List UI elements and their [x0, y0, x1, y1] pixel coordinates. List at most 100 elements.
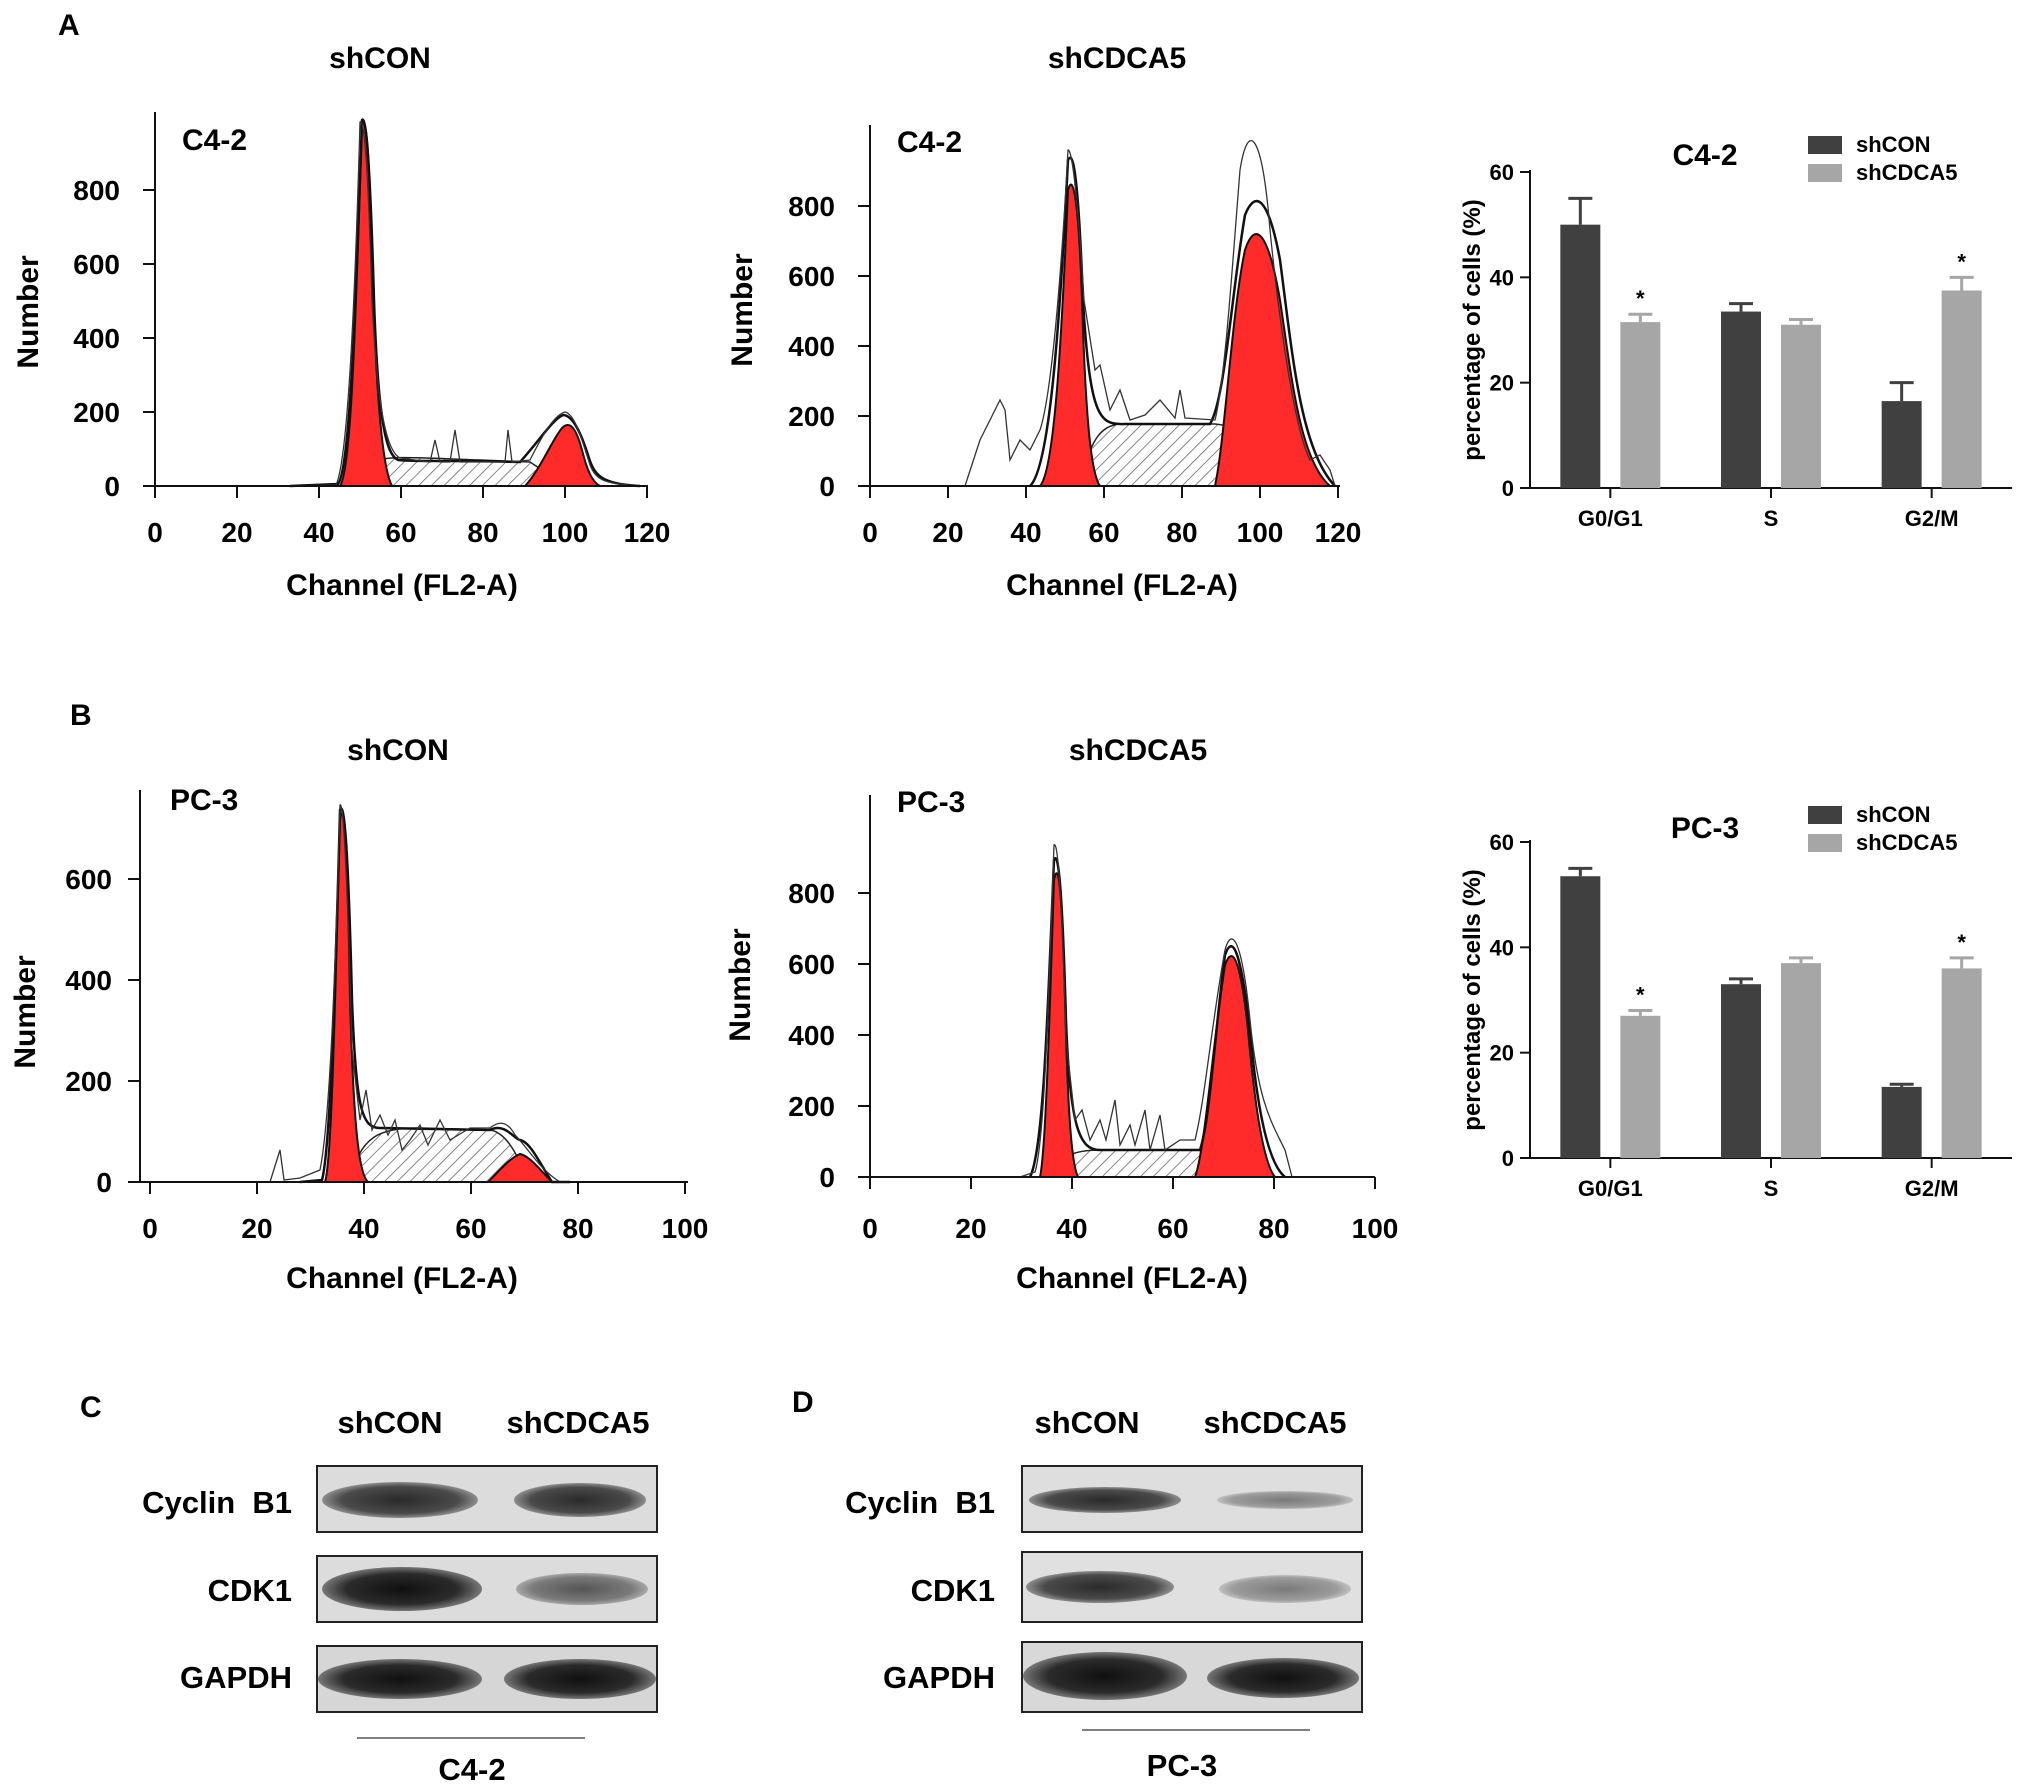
- panel-label-d: D: [792, 1386, 814, 1419]
- significance-mark: *: [1957, 930, 1966, 955]
- blot-band: [516, 1573, 648, 1605]
- x-tick-label: 100: [542, 517, 589, 548]
- x-tick-label: 100: [1352, 1213, 1399, 1244]
- y-tick-label: 40: [1490, 935, 1514, 960]
- y-axis-title: Number: [726, 253, 759, 367]
- cell-line-label: PC-3: [897, 786, 965, 819]
- histogram-envelope: [1029, 156, 1336, 487]
- legend-swatch: [1808, 136, 1842, 154]
- flow-title: shCON: [329, 42, 431, 75]
- blot-band: [1217, 1491, 1353, 1509]
- bar: [1721, 311, 1761, 488]
- y-tick-label: 800: [788, 878, 835, 909]
- x-ticks: [149, 1182, 686, 1194]
- protein-label: GAPDH: [180, 1660, 292, 1695]
- y-tick-label: 20: [1490, 371, 1514, 396]
- x-tick-label: 100: [662, 1213, 709, 1244]
- y-tick-label: 40: [1490, 265, 1514, 290]
- protein-label: CDK1: [208, 1573, 292, 1608]
- flow-title: shCDCA5: [1048, 42, 1186, 75]
- y-axis-title: percentage of cells (%): [1459, 869, 1486, 1130]
- blot-band: [322, 1567, 482, 1611]
- bar: [1941, 968, 1982, 1158]
- cell-line-label: C4-2: [182, 124, 247, 157]
- x-tick-label: 60: [1157, 1213, 1188, 1244]
- x-tick-label: 20: [241, 1213, 272, 1244]
- bar-chart-c4-2: C4-2 percentage of cells (%) 0 20 40 60 G0/G1 *…: [1459, 132, 2012, 531]
- x-tick-label: 80: [467, 517, 498, 548]
- x-tick-label: G2/M: [1905, 506, 1959, 531]
- legend-label: shCDCA5: [1856, 160, 1957, 185]
- cell-line-label: PC-3: [170, 784, 238, 817]
- x-tick-label: 120: [1315, 517, 1362, 548]
- y-tick-label: 600: [788, 949, 835, 980]
- y-axis-title: Number: [9, 955, 42, 1069]
- g1-peak: [1037, 183, 1102, 487]
- raw-data-trace: [1019, 844, 1293, 1178]
- blot-band: [514, 1483, 646, 1517]
- x-tick-label: G0/G1: [1578, 506, 1643, 531]
- y-tick-label: 600: [73, 249, 120, 280]
- bar: [1881, 401, 1922, 488]
- bar: [1881, 1086, 1922, 1158]
- x-tick-label: 0: [862, 1213, 878, 1244]
- bar: [1560, 876, 1601, 1158]
- bar: [1781, 963, 1821, 1158]
- legend-swatch: [1808, 164, 1842, 182]
- x-tick-label: 0: [862, 517, 878, 548]
- y-axis-title: Number: [12, 255, 45, 369]
- y-tick-label: 0: [1502, 476, 1514, 501]
- y-ticks: [858, 892, 870, 1178]
- cell-line-label: C4-2: [897, 126, 962, 159]
- bar-chart-title: C4-2: [1672, 139, 1737, 172]
- flow-panel-a-shcdca5: shCDCA5 C4-2 Number Channel (FL2-A) 0 20…: [726, 42, 1361, 602]
- x-tick-label: 60: [385, 517, 416, 548]
- protein-label: CDK1: [911, 1573, 995, 1608]
- lane-label: shCON: [337, 1405, 442, 1440]
- y-tick-label: 200: [788, 401, 835, 432]
- y-tick-label: 800: [788, 191, 835, 222]
- bar: [1560, 224, 1601, 488]
- legend-swatch: [1808, 834, 1842, 852]
- y-ticks: [143, 189, 155, 487]
- protein-label: Cyclin B1: [845, 1485, 995, 1520]
- y-axis-title: Number: [724, 928, 757, 1042]
- y-tick-label: 400: [65, 965, 112, 996]
- flow-title: shCDCA5: [1069, 734, 1207, 767]
- x-tick-label: G0/G1: [1578, 1176, 1643, 1201]
- bar: [1781, 324, 1821, 488]
- x-tick-label: 20: [932, 517, 963, 548]
- x-axis-title: Channel (FL2-A): [286, 569, 518, 602]
- bar: [1721, 984, 1761, 1158]
- blot-band: [322, 1482, 478, 1518]
- y-tick-label: 400: [73, 323, 120, 354]
- y-tick-label: 60: [1490, 830, 1514, 855]
- lane-label: shCDCA5: [507, 1405, 650, 1440]
- western-blot-d: shCON shCDCA5 Cyclin B1 CDK1 GAPDH PC-3: [845, 1405, 1363, 1783]
- x-tick-label: 40: [303, 517, 334, 548]
- y-tick-label: 600: [788, 261, 835, 292]
- x-tick-label: 60: [455, 1213, 486, 1244]
- blot-band: [1207, 1658, 1359, 1698]
- x-axis-title: Channel (FL2-A): [1016, 1262, 1248, 1295]
- y-axis-title: percentage of cells (%): [1459, 199, 1486, 460]
- x-tick-label: 80: [562, 1213, 593, 1244]
- g2-peak: [522, 424, 601, 487]
- significance-mark: *: [1636, 286, 1645, 311]
- y-tick-label: 800: [73, 175, 120, 206]
- raw-data-trace: [964, 139, 1336, 487]
- cell-line-caption: PC-3: [1147, 1748, 1218, 1783]
- y-tick-label: 0: [819, 471, 835, 502]
- y-tick-label: 0: [96, 1167, 112, 1198]
- flow-panel-b-shcon: shCON PC-3 Number Channel (FL2-A) 0 200 …: [9, 734, 708, 1295]
- x-tick-labels: 0 20 40 60 80 100 120: [147, 517, 670, 548]
- cell-line-caption: C4-2: [438, 1752, 505, 1787]
- bar: [1620, 322, 1661, 488]
- raw-data-trace: [269, 804, 580, 1183]
- y-tick-label: 20: [1490, 1041, 1514, 1066]
- western-blot-c: shCON shCDCA5 Cyclin B1 CDK1 GAPDH C4-2: [142, 1405, 658, 1787]
- y-tick-label: 200: [65, 1066, 112, 1097]
- x-ticks: [869, 486, 1339, 498]
- x-tick-label: 80: [1166, 517, 1197, 548]
